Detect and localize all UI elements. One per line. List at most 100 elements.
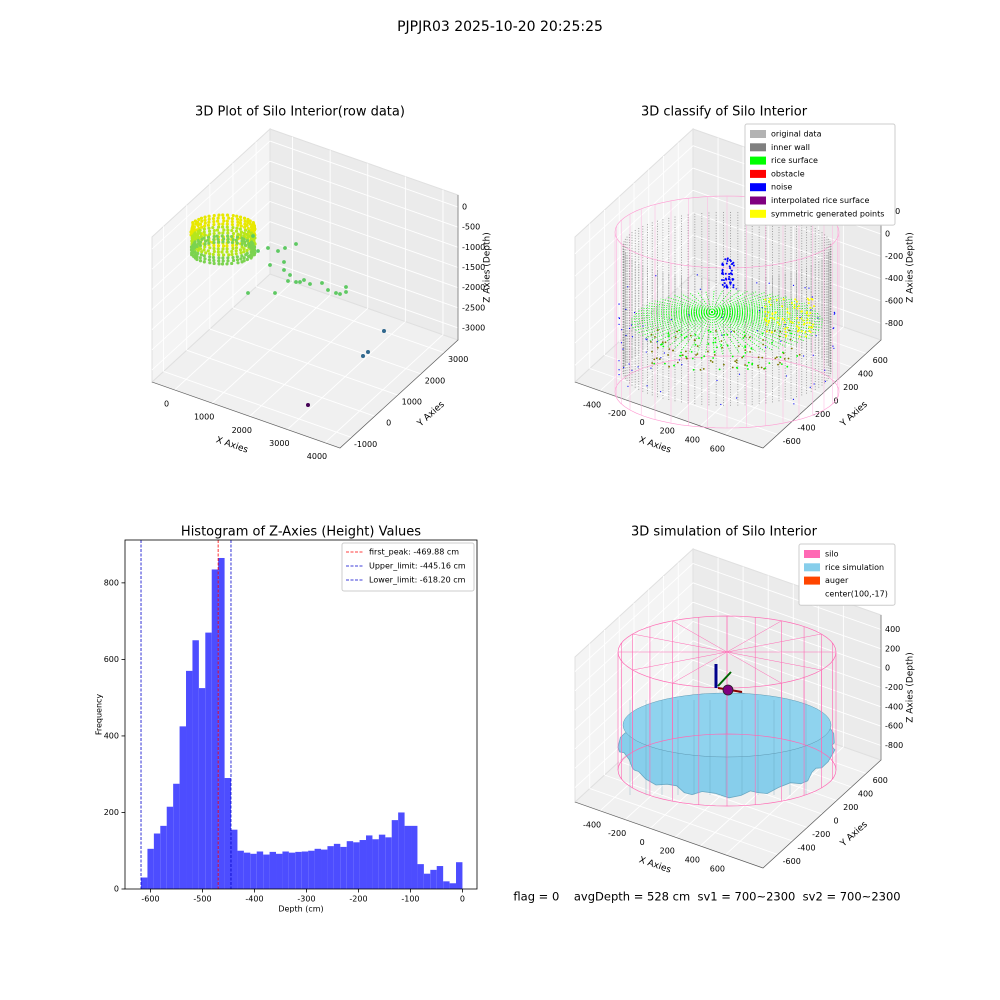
point [242,216,247,220]
noise [727,277,730,280]
y-tick-label: -1000 [354,440,377,449]
rice-surface [674,336,677,339]
x-tick-label: -500 [193,895,211,904]
noise [618,369,620,371]
point [207,241,211,245]
point [194,237,198,241]
y-axis-label: Y Axies [838,820,870,850]
bar [160,825,167,889]
wireframe [632,651,728,671]
bar [308,850,315,889]
point [231,237,235,242]
noise [832,345,834,347]
noise [792,398,795,400]
bar [417,864,424,889]
generated [809,326,812,329]
z-tick-label: -200 [885,683,903,692]
rice-surface [720,344,723,346]
point [225,222,229,226]
rice-surface [690,350,693,353]
generated [807,314,810,317]
rice-surface [751,363,754,366]
point [225,244,229,248]
point [248,234,252,238]
generated [808,321,811,324]
rice-surface [789,338,792,341]
point [245,232,249,237]
noise [659,391,662,393]
grid-line [209,328,398,396]
generated [808,326,811,329]
noise [663,352,665,354]
rice-surface [764,367,767,370]
x-tick-label: 1000 [194,413,214,422]
generated [806,297,809,300]
point [212,222,216,227]
rice-surface [711,311,820,331]
rice-surface [713,354,716,356]
point [234,249,238,253]
point [246,217,250,222]
point [206,238,210,242]
point [226,259,230,263]
bar [314,848,322,889]
generated [809,311,812,314]
rice-surface [722,363,725,366]
grid-line [692,212,882,280]
point [207,229,212,233]
rice-surface [694,343,697,346]
point [244,253,248,257]
generated [771,316,774,319]
generated [769,317,772,320]
generated [766,323,769,326]
y-tick-label: 400 [104,731,119,740]
point [208,246,212,250]
point [200,219,204,223]
point [216,219,220,223]
legend-swatch [804,550,820,558]
noise [808,287,810,289]
point [199,216,204,220]
bar [192,640,199,889]
rice-surface [713,350,716,353]
rice-surface [744,364,746,366]
rice-surface [774,329,776,332]
grid-line [692,563,882,630]
generated [788,312,791,315]
noise [724,258,727,261]
generated [773,318,776,321]
rice-surface [631,311,713,320]
z-tick-label: -1000 [462,243,485,252]
noise [618,323,620,325]
point [221,237,226,241]
rice-surface [681,293,713,313]
y-tick-label: -200 [812,410,830,419]
grid-line [249,307,369,417]
z-tick-label: -400 [885,274,903,283]
x-tick-label: -600 [141,895,159,904]
point [236,232,240,236]
rice-surface [707,342,710,345]
noise [625,308,627,310]
noise [656,340,658,343]
generated [797,305,800,308]
rice-surface [780,363,783,366]
noise [729,272,732,275]
noise [833,313,835,315]
point [282,260,286,264]
noise [732,284,735,287]
rice-surface [699,368,702,371]
point [243,219,247,223]
z-tick-label: -200 [885,252,903,261]
point [207,214,211,218]
point [231,258,236,263]
noise [618,303,620,305]
bar [423,873,431,889]
point [251,234,255,238]
point [231,225,235,230]
noise [810,309,812,311]
grid-line [324,334,444,444]
rice-surface [747,361,750,364]
point [216,250,220,254]
noise [728,275,731,278]
